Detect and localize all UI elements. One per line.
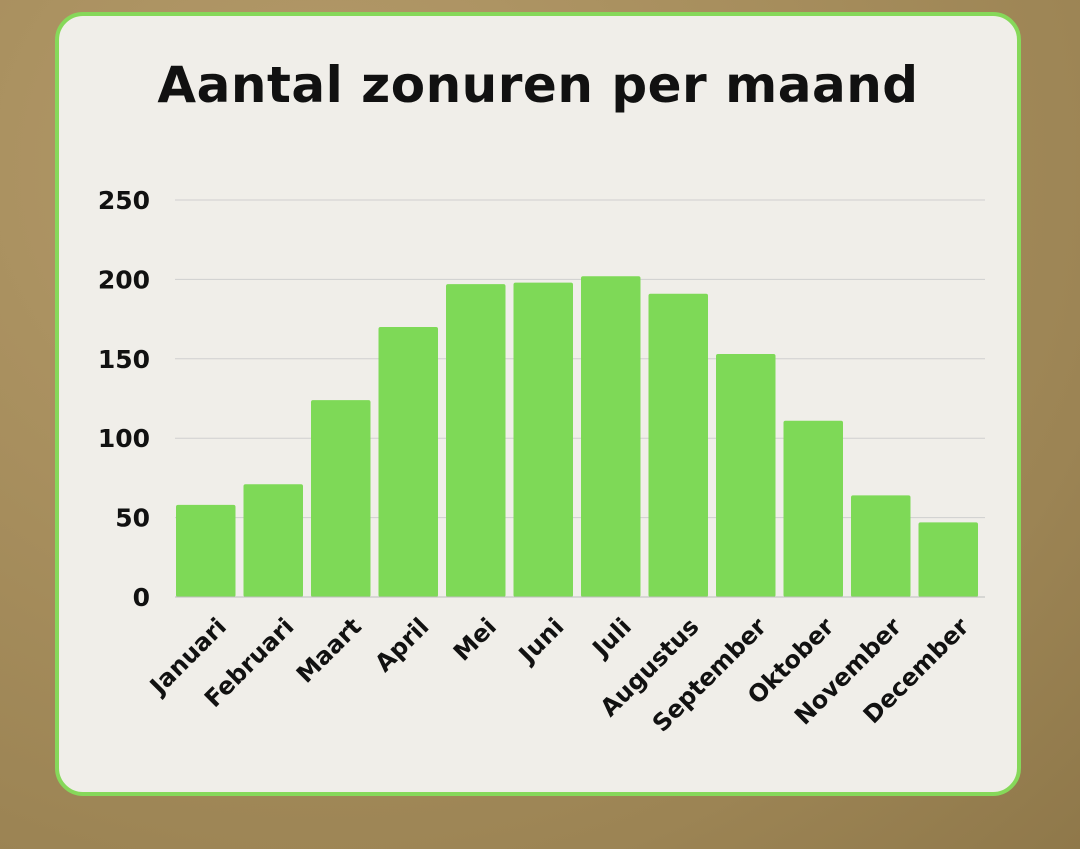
bar-januari: [176, 504, 236, 597]
bar-juni: [513, 282, 573, 597]
bar-juli: [581, 276, 641, 597]
bar-november: [851, 495, 911, 597]
bar-december: [918, 522, 978, 597]
bar-oktober: [783, 420, 843, 597]
bar-mei: [446, 284, 506, 597]
x-tick-label: Mei: [448, 612, 502, 666]
y-tick-label: 250: [98, 186, 150, 215]
y-tick-label: 150: [98, 345, 150, 374]
y-tick-label: 0: [133, 583, 150, 612]
chart-card: Aantal zonuren per maand: [55, 12, 1021, 796]
bar-september: [716, 354, 776, 597]
x-tick-label: Juli: [586, 612, 637, 663]
bar-februari: [243, 484, 303, 597]
x-tick-label: Maart: [291, 612, 367, 688]
bar-augustus: [648, 293, 708, 597]
x-tick-label: Juni: [512, 612, 570, 670]
y-tick-label: 50: [115, 504, 150, 533]
x-tick-label: April: [369, 612, 434, 677]
y-tick-label: 100: [98, 424, 150, 453]
bar-maart: [311, 400, 371, 597]
y-tick-label: 200: [98, 265, 150, 294]
chart-title: Aantal zonuren per maand: [157, 56, 919, 114]
bar-april: [378, 327, 438, 597]
